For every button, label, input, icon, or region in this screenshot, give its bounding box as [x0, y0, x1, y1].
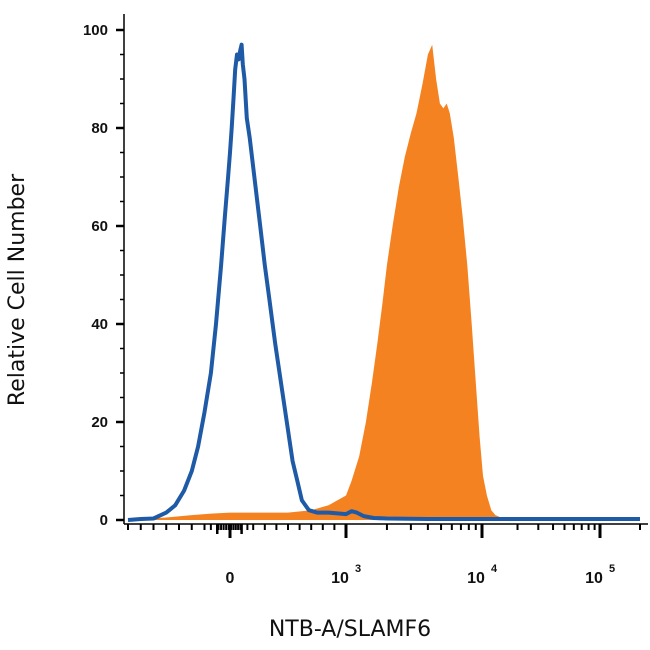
y-tick-label: 60: [91, 218, 108, 235]
outline-histogram-series: [127, 42, 640, 522]
y-tick-label: 80: [91, 120, 108, 137]
filled-histogram-series: [128, 44, 507, 520]
x-tick-label: 10: [585, 570, 603, 587]
y-tick-label: 0: [100, 512, 108, 529]
x-axis-title: NTB-A/SLAMF6: [269, 617, 431, 642]
y-tick-label: 40: [91, 316, 108, 333]
y-axis-title: Relative Cell Number: [5, 173, 30, 406]
x-tick-label: 0: [226, 570, 235, 587]
x-tick-exponent: 3: [355, 563, 361, 575]
x-tick-exponent: 5: [609, 563, 615, 575]
y-tick-label: 100: [83, 22, 108, 39]
x-tick-label: 10: [331, 570, 349, 587]
x-tick-exponent: 4: [491, 563, 498, 575]
y-tick-label: 20: [91, 414, 108, 431]
x-tick-label: 10: [467, 570, 485, 587]
